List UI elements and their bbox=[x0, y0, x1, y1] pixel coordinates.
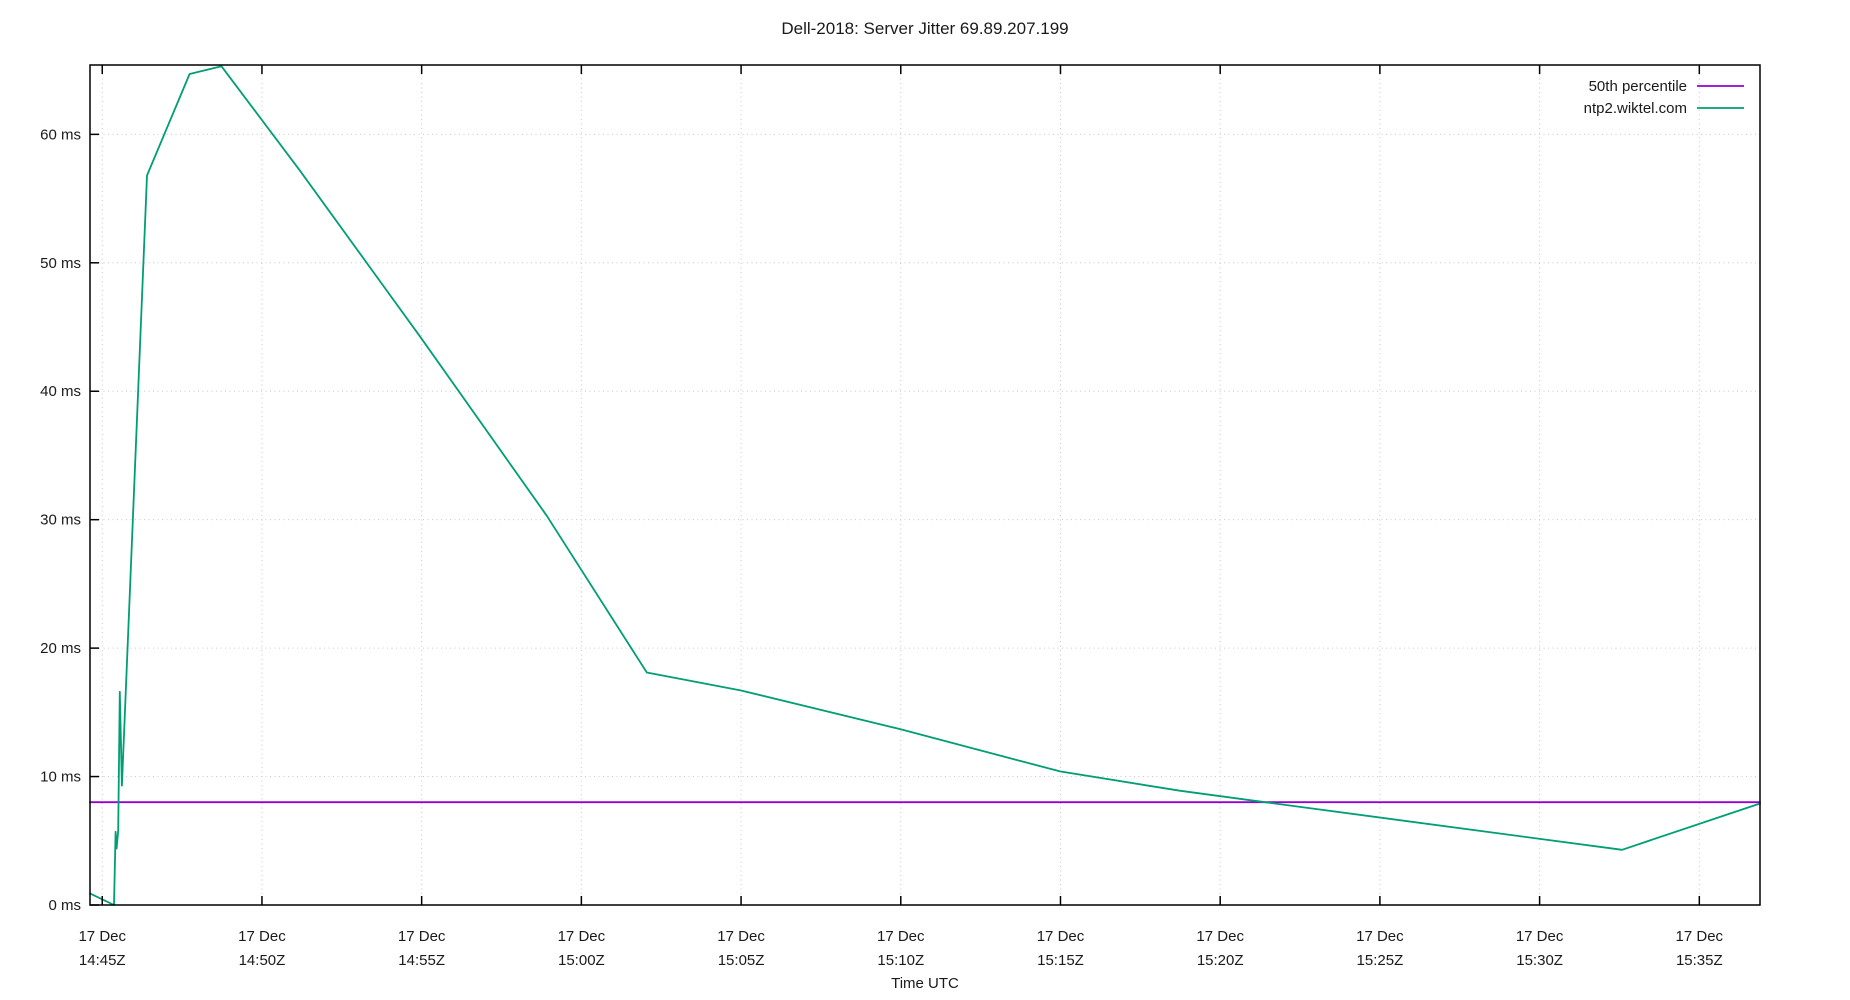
series-line-ntp2-wiktel-com bbox=[89, 65, 1761, 906]
chart-title: Dell-2018: Server Jitter 69.89.207.199 bbox=[781, 19, 1068, 38]
x-tick-label-date: 17 Dec bbox=[398, 928, 446, 945]
legend-item-50th-percentile: 50th percentile bbox=[1589, 78, 1744, 95]
x-tick-label-time: 15:10Z bbox=[877, 952, 924, 969]
grid-layer bbox=[90, 65, 1760, 905]
legend: 50th percentile ntp2.wiktel.com bbox=[1584, 78, 1744, 117]
plot-border bbox=[89, 64, 1761, 906]
x-tick-label-date: 17 Dec bbox=[1196, 928, 1244, 945]
legend-label-ntp2-wiktel-com: ntp2.wiktel.com bbox=[1584, 100, 1687, 117]
y-tick-label: 60 ms bbox=[40, 126, 81, 143]
x-tick-label-date: 17 Dec bbox=[1037, 928, 1085, 945]
legend-item-ntp2-wiktel-com: ntp2.wiktel.com bbox=[1584, 100, 1744, 117]
x-tick-label-date: 17 Dec bbox=[1516, 928, 1564, 945]
y-tick-label: 20 ms bbox=[40, 640, 81, 657]
y-tick-label: 10 ms bbox=[40, 769, 81, 786]
x-tick-label-date: 17 Dec bbox=[877, 928, 925, 945]
series-layer bbox=[89, 65, 1761, 906]
x-tick-label-date: 17 Dec bbox=[238, 928, 286, 945]
x-tick-label-date: 17 Dec bbox=[558, 928, 606, 945]
y-tick-label: 40 ms bbox=[40, 383, 81, 400]
x-axis-title: Time UTC bbox=[891, 975, 959, 992]
x-tick-label-time: 15:05Z bbox=[718, 952, 765, 969]
tick-layer bbox=[90, 65, 1701, 906]
axis-label-layer: 17 Dec 14:45Z 17 Dec 14:50Z 17 Dec 14:55Z 17 D… bbox=[40, 126, 1723, 969]
y-tick-label: 50 ms bbox=[40, 255, 81, 272]
x-tick-label-date: 17 Dec bbox=[78, 928, 126, 945]
x-tick-label-time: 15:15Z bbox=[1037, 952, 1084, 969]
x-tick-label-date: 17 Dec bbox=[717, 928, 765, 945]
x-tick-label-time: 15:35Z bbox=[1676, 952, 1723, 969]
y-tick-label: 0 ms bbox=[48, 897, 81, 914]
x-tick-label-time: 14:45Z bbox=[79, 952, 126, 969]
x-tick-label-time: 14:55Z bbox=[398, 952, 445, 969]
x-tick-label-date: 17 Dec bbox=[1356, 928, 1404, 945]
x-tick-label-time: 15:25Z bbox=[1357, 952, 1404, 969]
x-tick-label-time: 14:50Z bbox=[239, 952, 286, 969]
x-tick-label-time: 15:00Z bbox=[558, 952, 605, 969]
x-tick-label-time: 15:30Z bbox=[1516, 952, 1563, 969]
legend-label-50th-percentile: 50th percentile bbox=[1589, 78, 1687, 95]
y-tick-label: 30 ms bbox=[40, 512, 81, 529]
x-tick-label-time: 15:20Z bbox=[1197, 952, 1244, 969]
x-tick-label-date: 17 Dec bbox=[1676, 928, 1724, 945]
